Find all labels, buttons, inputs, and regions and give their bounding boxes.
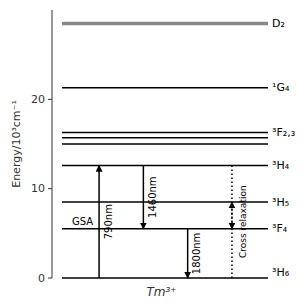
level-label: ¹G₄ xyxy=(272,81,290,94)
transition-arrow xyxy=(231,165,233,228)
energy-level xyxy=(62,277,268,279)
energy-level xyxy=(62,165,268,167)
energy-level xyxy=(62,143,268,145)
energy-level xyxy=(62,87,268,89)
y-tick-label: 0 xyxy=(38,272,45,285)
level-label: ³H₆ xyxy=(272,266,290,279)
level-label: ³F₄ xyxy=(272,222,288,235)
y-axis-line xyxy=(52,10,53,278)
y-tick xyxy=(48,278,52,279)
x-axis-label: Tm³⁺ xyxy=(146,285,176,299)
transition-label: 1800nm xyxy=(191,233,202,275)
energy-level xyxy=(62,132,268,134)
level-label: D₂ xyxy=(272,17,285,30)
y-axis-label: Energy/10³cm⁻¹ xyxy=(10,100,23,188)
transition-label: 790nm xyxy=(103,204,114,239)
energy-level xyxy=(62,137,268,139)
chart: 0 10 20 Energy/10³cm⁻¹ Tm³⁺ ³H₆ ³F₄ ³H₅ ³H₄ ³F₂,₃… xyxy=(0,0,307,307)
level-label: ³F₂,₃ xyxy=(272,126,295,139)
transition-arrow xyxy=(98,165,100,278)
transition-arrow xyxy=(231,202,233,278)
transition-caption: Cross relaxation xyxy=(238,185,248,258)
transition-arrow xyxy=(143,165,145,228)
level-label: ³H₄ xyxy=(272,159,290,172)
y-tick xyxy=(48,188,52,189)
level-label: ³H₅ xyxy=(272,196,289,209)
y-tick-label: 20 xyxy=(31,93,45,106)
transition-labels: 790nm GSA 1460nm 1800nm Cross relaxation xyxy=(72,176,248,274)
plot-area xyxy=(62,23,268,278)
y-tick-label: 10 xyxy=(31,182,45,195)
transition-label: 1460nm xyxy=(147,176,158,218)
energy-level xyxy=(62,22,268,26)
y-tick xyxy=(48,99,52,100)
transition-arrow xyxy=(187,229,189,278)
level-labels: ³H₆ ³F₄ ³H₅ ³H₄ ³F₂,₃ ¹G₄ D₂ xyxy=(272,17,295,279)
transition-caption: GSA xyxy=(72,216,93,227)
